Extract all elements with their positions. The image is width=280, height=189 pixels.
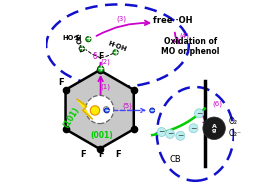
Polygon shape (77, 99, 92, 119)
Text: +: + (97, 64, 104, 74)
Text: A: A (212, 124, 216, 129)
Text: +: + (85, 34, 92, 43)
Circle shape (176, 131, 185, 140)
Polygon shape (66, 70, 134, 149)
Circle shape (86, 36, 91, 42)
Text: −: − (167, 129, 173, 138)
Text: (6): (6) (213, 101, 223, 107)
Circle shape (150, 108, 155, 113)
Text: g: g (212, 128, 216, 133)
Circle shape (104, 108, 109, 113)
Text: (2): (2) (100, 59, 110, 65)
Text: F: F (80, 150, 86, 159)
Circle shape (157, 128, 166, 136)
Circle shape (86, 95, 114, 124)
Text: F: F (98, 150, 103, 159)
Text: (1): (1) (100, 83, 110, 90)
Text: −: − (190, 124, 197, 133)
Text: HO·H: HO·H (62, 35, 82, 41)
Text: F: F (116, 150, 121, 159)
Text: O₂: O₂ (228, 117, 237, 126)
Circle shape (97, 66, 104, 72)
Text: (101): (101) (61, 105, 81, 129)
Text: −: − (103, 105, 110, 114)
Text: Oxidation of
MO or phenol: Oxidation of MO or phenol (162, 37, 220, 56)
Text: −: − (158, 128, 165, 136)
Text: +: + (79, 44, 85, 53)
Text: free ·OH: free ·OH (153, 16, 193, 25)
Text: HO·H: HO·H (71, 33, 83, 53)
Circle shape (189, 124, 198, 133)
Circle shape (79, 46, 85, 51)
Circle shape (195, 109, 204, 118)
Text: +: + (113, 48, 119, 57)
Text: (3): (3) (116, 15, 126, 22)
Circle shape (165, 129, 174, 138)
Text: O₂⁻: O₂⁻ (228, 129, 241, 138)
Text: F: F (98, 53, 103, 61)
Text: H·OH: H·OH (107, 40, 128, 53)
Text: (001): (001) (90, 131, 113, 140)
Text: F: F (59, 78, 64, 87)
Circle shape (103, 107, 109, 112)
Circle shape (203, 117, 225, 139)
Text: CB: CB (170, 155, 181, 164)
Text: −: − (150, 108, 155, 113)
Text: −: − (196, 109, 202, 118)
Circle shape (113, 50, 118, 55)
Text: (5): (5) (122, 103, 132, 109)
Circle shape (90, 106, 100, 115)
Text: δ: δ (93, 52, 98, 61)
Text: (4): (4) (179, 32, 189, 39)
Text: −: − (104, 108, 109, 113)
Text: −: − (177, 131, 183, 140)
